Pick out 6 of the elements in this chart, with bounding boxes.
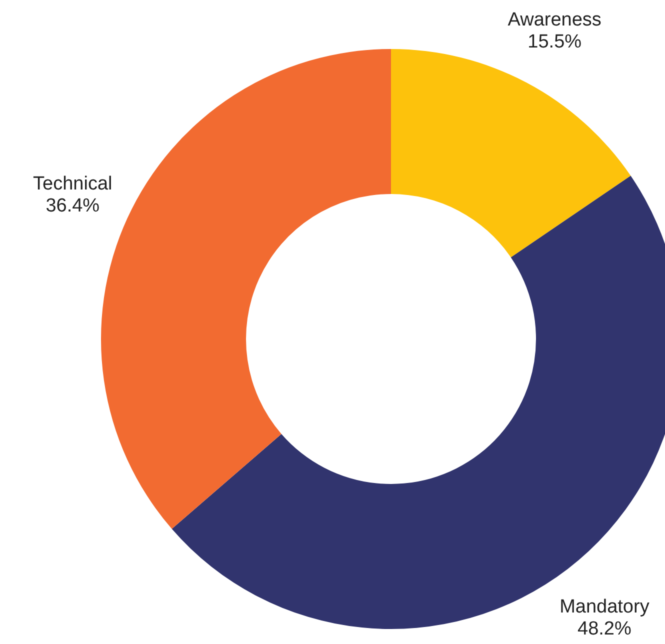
data-label: 36.4% xyxy=(46,196,100,217)
slice-label: Mandatory xyxy=(560,596,650,618)
data-label: 48.2% xyxy=(578,618,632,640)
slice-label: Technical xyxy=(33,174,112,195)
slice-label: Awareness xyxy=(508,10,602,31)
data-label: 15.5% xyxy=(528,32,582,53)
